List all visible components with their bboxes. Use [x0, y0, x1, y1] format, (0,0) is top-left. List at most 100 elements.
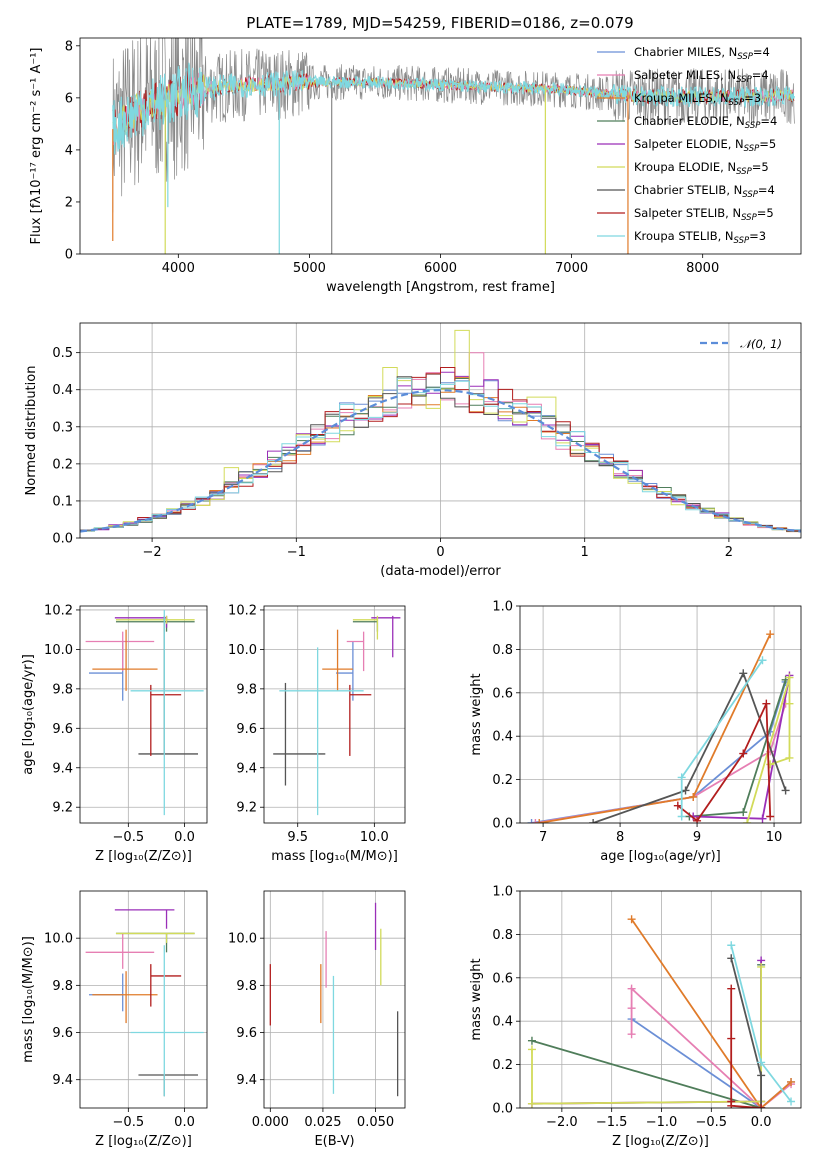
- spectrum-axes: 4000 5000 6000 7000 8000 0 2 4 6 8 wavelength [Ang…: [29, 37, 802, 295]
- mass_weight_vs_age-frame: [519, 605, 802, 824]
- age_vs_Z-ytick-label: 10.0: [44, 643, 73, 658]
- weight-point-marker: [743, 819, 752, 823]
- mass_vs_Z-data: [85, 909, 204, 1097]
- weight-point-marker: [527, 819, 536, 823]
- mass_weight_vs_Z-xtick-label: −2.0: [546, 1115, 578, 1130]
- mass_vs_Z-frame: [79, 890, 208, 1109]
- weight-point-marker: [766, 760, 775, 769]
- legend-label: Chabrier MILES, NSSP=4: [634, 45, 770, 62]
- legend-label: Salpeter ELODIE, NSSP=5: [634, 137, 776, 154]
- mass_vs_Z-xlabel: Z [log₁₀(Z/Z⊙)]: [95, 1134, 192, 1149]
- mass_weight_vs_age-ytick-label: 0.6: [492, 686, 513, 701]
- age_vs_mass-data: [273, 615, 401, 816]
- age_vs_mass-ytick-label: 9.2: [236, 801, 257, 816]
- histogram-series: [80, 329, 801, 532]
- mass_vs_Z-ytick-label: 9.6: [52, 1026, 73, 1041]
- residuals-ytick-label: 0.5: [52, 346, 73, 361]
- weight-point-marker: [693, 816, 702, 823]
- weight-point-marker: [785, 753, 794, 762]
- weight-point-marker: [781, 786, 790, 795]
- figure-title: PLATE=1789, MJD=54259, FIBERID=0186, z=0…: [246, 14, 633, 32]
- mass_vs_EBV-ytick-label: 9.8: [236, 979, 257, 994]
- weight-point-marker: [727, 1101, 736, 1108]
- age_vs_mass-ytick-label: 9.6: [236, 722, 257, 737]
- mass_weight_vs_age-xlabel: age [log₁₀(age/yr)]: [600, 849, 721, 864]
- mass_weight_vs_Z-ytick-label: 1.0: [492, 885, 513, 900]
- age_vs_mass-xtick-label: 10.0: [360, 830, 389, 845]
- histogram-series: [80, 367, 801, 532]
- age_vs_Z-ytick-label: 9.6: [52, 722, 73, 737]
- mass_vs_Z-ylabel: mass [log₁₀(M/M⊙)]: [21, 936, 36, 1063]
- mass_vs_EBV-data: [269, 902, 399, 1097]
- mass_weight_vs_age-data: [527, 630, 794, 823]
- spectrum-xlabel: wavelength [Angstrom, rest frame]: [326, 280, 555, 295]
- weight-point-marker: [739, 749, 748, 758]
- residuals-ylabel: Normed distribution: [24, 366, 39, 496]
- mass_weight_vs_age-ytick-label: 0.0: [492, 817, 513, 832]
- legend-label: Salpeter MILES, NSSP=4: [634, 68, 769, 85]
- spectrum-data: [112, 38, 795, 254]
- mass_weight_vs_Z-xtick-label: −1.5: [596, 1115, 628, 1130]
- weight-series-line: [539, 633, 772, 823]
- mass_weight_vs_Z-xtick-label: 0.0: [751, 1115, 772, 1130]
- mass_weight_vs_age-ylabel: mass weight: [469, 673, 484, 755]
- spectrum-xtick-label: 5000: [293, 261, 326, 276]
- residuals-data: [80, 329, 801, 533]
- weight-point-marker: [757, 962, 766, 971]
- residuals-ytick-label: 0.3: [52, 420, 73, 435]
- weight-series-line: [531, 964, 762, 1108]
- weight-point-marker: [762, 699, 771, 708]
- spectrum-ylabel: Flux [fλ10⁻¹⁷ erg cm⁻² s⁻¹ A⁻¹]: [29, 48, 44, 245]
- weight-point-marker: [677, 773, 686, 782]
- weight-point-marker: [757, 1104, 766, 1108]
- weight-point-marker: [535, 819, 544, 823]
- weight-point-marker: [787, 1077, 796, 1086]
- age_vs_Z-ylabel: age [log₁₀(age/yr)]: [21, 654, 36, 775]
- mass_vs_Z-xtick-label: −0.5: [113, 1115, 145, 1130]
- weight-point-marker: [758, 814, 767, 823]
- mass_vs_EBV-xtick-label: 0.050: [357, 1115, 394, 1130]
- weight-point-marker: [785, 699, 794, 708]
- weight-point-marker: [589, 819, 598, 823]
- mass_weight_vs_age-xtick-label: 10: [766, 830, 783, 845]
- mass_weight_vs_Z-xtick-label: −0.5: [696, 1115, 728, 1130]
- age_vs_mass-ytick-label: 10.2: [228, 603, 257, 618]
- mass_vs_EBV-ytick-label: 9.4: [236, 1073, 257, 1088]
- mass_weight_vs_Z-ytick-label: 0.8: [492, 928, 513, 943]
- mass_weight_vs_Z-ytick-label: 0.2: [492, 1058, 513, 1073]
- weight-point-marker: [787, 1097, 796, 1106]
- mass_vs_Z-ytick-label: 9.8: [52, 979, 73, 994]
- age_vs_mass-ytick-label: 10.0: [228, 643, 257, 658]
- weight-point-marker: [757, 1071, 766, 1080]
- age_vs_mass-frame: [263, 605, 406, 824]
- age_vs_Z-axes: −0.5 0.0 9.2 9.4 9.6 9.8 10.0 10.2 Z [log₁₀(Z/Z⊙…: [21, 603, 208, 864]
- mass_weight_vs_age-ytick-label: 1.0: [492, 600, 513, 615]
- legend-label: Kroupa MILES, NSSP=3: [634, 91, 761, 108]
- weight-point-marker: [677, 812, 686, 821]
- spectrum-xtick-label: 7000: [555, 261, 588, 276]
- weight-point-marker: [766, 630, 775, 639]
- spectrum-ytick-label: 8: [65, 39, 73, 54]
- weight-series-line: [531, 967, 762, 1105]
- age_vs_Z-frame: [79, 605, 208, 824]
- spectrum-line-4: [112, 62, 795, 155]
- weight-point-marker: [531, 819, 540, 823]
- mass_vs_Z-xtick-label: 0.0: [174, 1115, 195, 1130]
- spectrum-xtick-label: 6000: [424, 261, 457, 276]
- weight-point-marker: [627, 1030, 636, 1039]
- weight-point-marker: [627, 984, 636, 993]
- weight-point-marker: [758, 656, 767, 665]
- mass_vs_EBV-xtick-label: 0.025: [304, 1115, 341, 1130]
- weight-point-marker: [739, 669, 748, 678]
- mass_weight_vs_age-xtick-label: 7: [539, 830, 547, 845]
- weight-point-marker: [727, 1034, 736, 1043]
- weight-point-marker: [527, 1045, 536, 1054]
- residuals-ytick-label: 0.1: [52, 494, 73, 509]
- mass_weight_vs_age-xtick-label: 8: [616, 830, 624, 845]
- weight-point-marker: [739, 808, 748, 817]
- mass_vs_EBV-xlabel: E(B-V): [314, 1134, 354, 1149]
- mass_vs_EBV-ytick-label: 9.6: [236, 1026, 257, 1041]
- mass_vs_Z-axes: −0.5 0.0 9.4 9.6 9.8 10.0 Z [log₁₀(Z/Z⊙)] mass …: [21, 890, 208, 1149]
- spectrum-xtick-label: 4000: [162, 261, 195, 276]
- mass_weight_vs_age-axes: 7 8 9 10 0.0 0.2 0.4 0.6 0.8 1.0 age [log₁₀(age/yr…: [469, 600, 802, 864]
